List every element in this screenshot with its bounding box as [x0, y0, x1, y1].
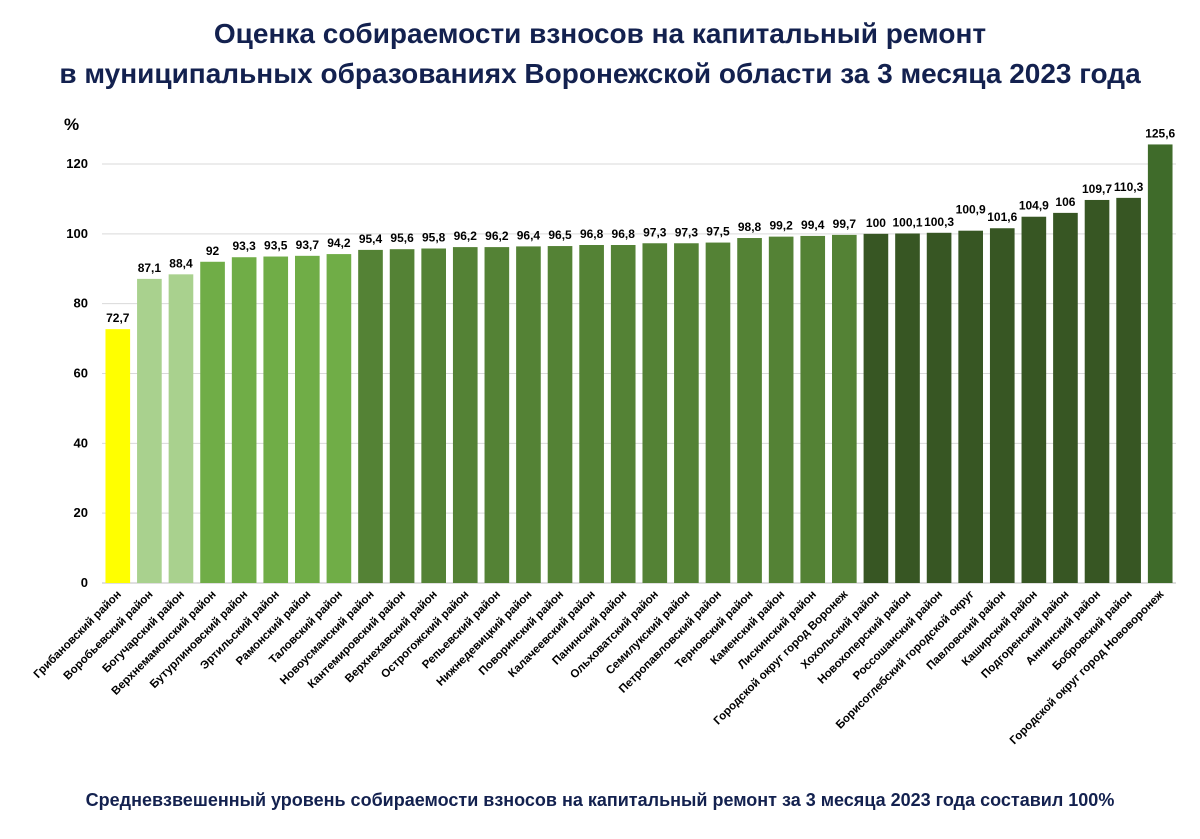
bar: [168, 274, 194, 583]
bar-value-label: 99,4: [801, 218, 825, 232]
bar: [674, 243, 699, 583]
bar-value-label: 92: [206, 244, 220, 258]
bar-value-label: 100: [866, 216, 886, 230]
bar-value-label: 97,3: [643, 225, 667, 239]
bar: [421, 248, 446, 583]
chart-title-line-2: в муниципальных образованиях Воронежской…: [59, 58, 1141, 89]
bar-value-label: 95,8: [422, 230, 446, 244]
gridlines: [102, 163, 1176, 584]
bar-value-label: 97,3: [675, 225, 699, 239]
y-tick-label: 120: [66, 156, 88, 171]
y-tick-label: 80: [74, 296, 88, 311]
bar: [1053, 212, 1078, 583]
y-axis: 0 20 40 60 80 100 120%: [64, 115, 88, 590]
bar: [452, 247, 478, 583]
bar: [610, 245, 636, 584]
bar-value-label: 100,3: [924, 215, 954, 229]
bar: [1147, 144, 1173, 584]
bar: [737, 238, 762, 584]
bar: [326, 254, 352, 583]
bar: [989, 228, 1015, 583]
bar-value-label: 100,9: [956, 203, 986, 217]
value-labels: 72,7 87,1 88,4 92 93,3 93,5 93,7 94,2 95,4 95,6 95…: [106, 126, 1175, 325]
bar-value-label: 93,5: [264, 239, 288, 253]
bar: [263, 256, 289, 583]
y-tick-label: 20: [74, 505, 88, 520]
bar: [358, 249, 383, 583]
bar: [231, 257, 257, 583]
bar: [1116, 197, 1141, 583]
bar-value-label: 106: [1055, 195, 1075, 209]
bar: [295, 255, 320, 584]
y-axis-unit: %: [64, 115, 79, 134]
bar-value-label: 87,1: [138, 261, 162, 275]
bar: [926, 232, 952, 583]
y-tick-label: 60: [74, 366, 88, 381]
bar: [200, 261, 225, 583]
bar: [105, 329, 131, 583]
bar-value-label: 96,8: [580, 227, 604, 241]
chart-title: Оценка собираемости взносов на капитальн…: [0, 14, 1200, 94]
bar-value-label: 110,3: [1114, 180, 1144, 194]
chart-title-line-1: Оценка собираемости взносов на капитальн…: [213, 18, 987, 49]
bar-value-label: 93,3: [232, 239, 256, 253]
bar-value-label: 109,7: [1082, 182, 1112, 196]
y-tick-label: 40: [74, 435, 88, 450]
bar-value-label: 72,7: [106, 311, 130, 325]
bar: [958, 230, 983, 583]
bar: [1084, 199, 1110, 583]
chart-footnote: Средневзвешенный уровень собираемости вз…: [85, 790, 1115, 810]
bar: [768, 236, 794, 584]
bar-value-label: 101,6: [987, 210, 1017, 224]
bar-value-label: 96,5: [548, 228, 572, 242]
bar: [832, 234, 857, 583]
bar-value-label: 88,4: [169, 256, 193, 270]
bar-value-label: 95,6: [390, 231, 414, 245]
bar: [547, 246, 573, 583]
bar-value-label: 100,1: [892, 215, 922, 229]
bar-value-label: 96,4: [517, 228, 541, 242]
bar-value-label: 98,8: [738, 220, 762, 234]
bar-value-label: 96,2: [485, 229, 509, 243]
bar: [137, 278, 162, 583]
bar-value-label: 99,7: [833, 217, 857, 231]
bar: [579, 245, 604, 584]
bar-value-label: 95,4: [359, 232, 383, 246]
y-tick-label: 100: [66, 226, 88, 241]
bar: [705, 242, 731, 583]
bar: [642, 243, 668, 583]
bar: [863, 233, 889, 584]
y-tick-label: 0: [81, 575, 88, 590]
bar: [1021, 216, 1047, 583]
bar: [516, 246, 541, 584]
bar-value-label: 94,2: [327, 236, 351, 250]
bar-value-label: 93,7: [296, 238, 320, 252]
bar-value-label: 104,9: [1019, 199, 1049, 213]
bar: [389, 249, 415, 584]
bar-value-label: 96,2: [454, 229, 478, 243]
bars: [105, 144, 1173, 584]
bar-value-label: 99,2: [769, 219, 793, 233]
bar-value-label: 125,6: [1145, 126, 1175, 140]
bar-value-label: 96,8: [612, 227, 636, 241]
bar: [895, 233, 920, 583]
bar-value-label: 97,5: [706, 225, 730, 239]
bar: [800, 235, 826, 583]
bar: [484, 247, 510, 583]
